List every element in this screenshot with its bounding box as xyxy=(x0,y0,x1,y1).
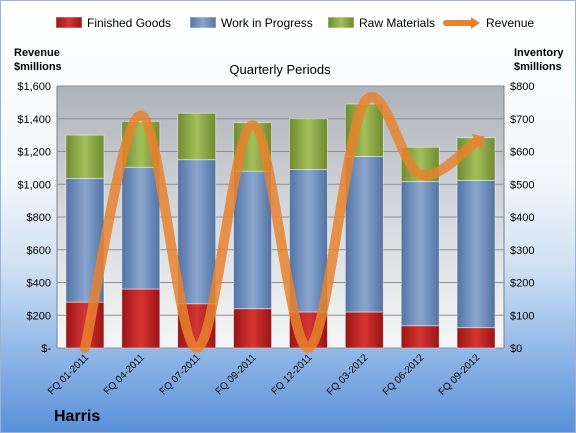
left-tick-label: $200 xyxy=(27,310,51,322)
legend-label: Raw Materials xyxy=(359,16,435,30)
right-tick-label: $800 xyxy=(510,81,534,93)
bar-finished-goods xyxy=(233,308,272,349)
bar-work-in-progress xyxy=(344,156,384,313)
legend: Finished Goods Work in Progress Raw Materi… xyxy=(55,16,534,30)
bar-work-in-progress xyxy=(121,166,161,290)
right-tick-label: $500 xyxy=(510,179,534,191)
bar-finished-goods xyxy=(344,311,384,349)
legend-arrow-revenue xyxy=(471,17,480,29)
category-label: FQ 09-2012 xyxy=(437,352,483,398)
legend-label: Finished Goods xyxy=(87,16,171,30)
legend-swatch-finished-goods xyxy=(55,16,83,29)
legend-swatch-work-in-progress xyxy=(189,16,217,29)
right-tick-label: $0 xyxy=(510,343,522,355)
left-tick-label: $800 xyxy=(27,212,51,224)
bar-work-in-progress xyxy=(400,181,440,327)
right-tick-label: $400 xyxy=(510,212,534,224)
left-tick-label: $1,400 xyxy=(17,114,51,126)
category-labels: FQ 01-2011 FQ 04-2011 FQ 07-2011 FQ 09-2011… xyxy=(46,352,482,398)
legend-swatch-raw-materials xyxy=(327,16,355,29)
bar-raw-materials xyxy=(65,134,105,179)
bar-work-in-progress xyxy=(289,169,328,313)
left-tick-label: $400 xyxy=(27,278,51,290)
bar-work-in-progress xyxy=(233,170,272,310)
right-axis-title-line1: Inventory xyxy=(514,47,564,59)
bar-finished-goods xyxy=(400,325,440,349)
category-label: FQ 06-2012 xyxy=(381,352,427,398)
left-tick-label: $600 xyxy=(27,245,51,257)
chart-title: Quarterly Periods xyxy=(229,62,331,77)
left-tick-label: $1,000 xyxy=(17,179,51,191)
revenue-arrow-head xyxy=(471,133,485,150)
right-tick-label: $700 xyxy=(510,114,534,126)
revenue-line xyxy=(79,92,485,354)
company-label: Harris xyxy=(54,408,100,425)
category-label: FQ 12-2011 xyxy=(270,352,315,397)
legend-label: Revenue xyxy=(486,16,534,30)
category-label: FQ 07-2011 xyxy=(158,352,203,397)
revenue-line-path xyxy=(79,92,482,354)
bar-finished-goods xyxy=(121,288,161,349)
axis-ticks: $- $0 $200 $100 $400 $200 $600 $300 $800 $400 $1,0… xyxy=(17,81,534,355)
bar-raw-materials xyxy=(177,112,217,161)
left-tick-label: $1,600 xyxy=(17,81,51,93)
bar-finished-goods xyxy=(456,327,496,349)
right-tick-label: $600 xyxy=(510,147,534,159)
left-axis-title-line1: Revenue xyxy=(14,47,60,59)
left-axis-title-line2: $millions xyxy=(14,61,62,73)
category-label: FQ 09-2011 xyxy=(214,352,259,397)
category-label: FQ 01-2011 xyxy=(46,352,91,397)
legend-label: Work in Progress xyxy=(221,16,313,30)
left-tick-label: $- xyxy=(41,343,51,355)
category-label: FQ 03-2012 xyxy=(325,352,371,398)
bar-raw-materials xyxy=(289,118,328,170)
left-tick-label: $1,200 xyxy=(17,147,51,159)
category-label: FQ 04-2011 xyxy=(102,352,147,397)
right-tick-label: $100 xyxy=(510,310,534,322)
right-axis-title-line2: $millions xyxy=(514,61,562,73)
bar-work-in-progress xyxy=(456,179,496,329)
right-tick-label: $300 xyxy=(510,245,534,257)
right-tick-label: $200 xyxy=(510,278,534,290)
bar-work-in-progress xyxy=(177,159,217,305)
